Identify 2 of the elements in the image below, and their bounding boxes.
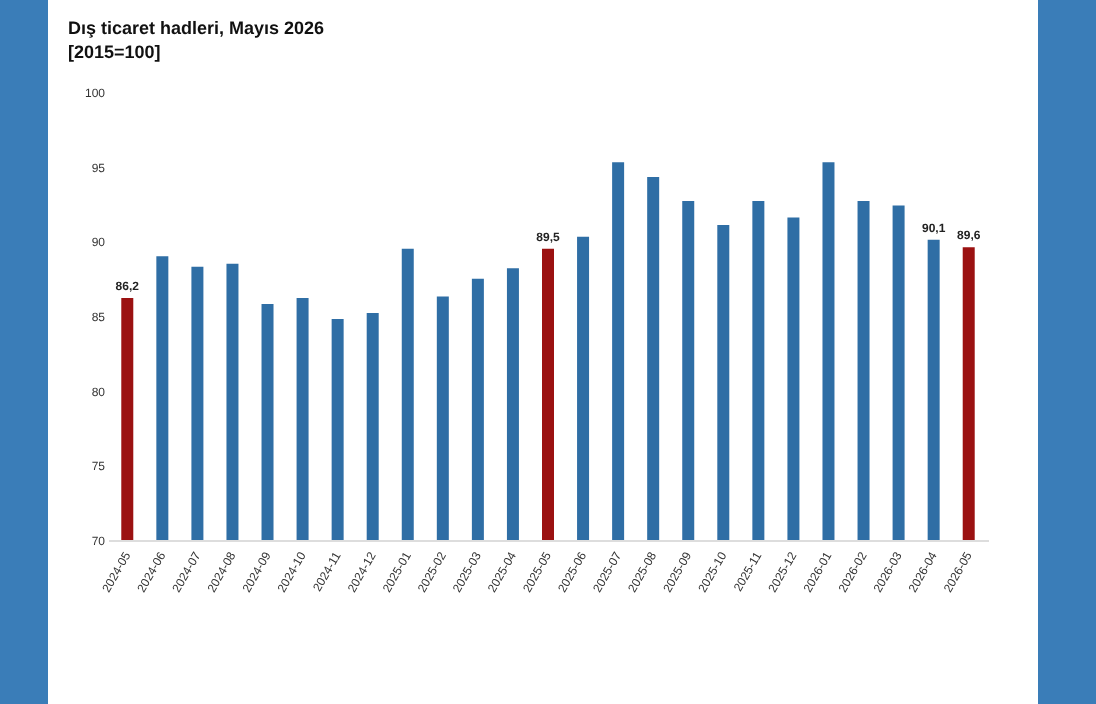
chart-title: Dış ticaret hadleri, Mayıs 2026 <box>68 18 325 38</box>
chart-subtitle: [2015=100] <box>68 42 161 62</box>
